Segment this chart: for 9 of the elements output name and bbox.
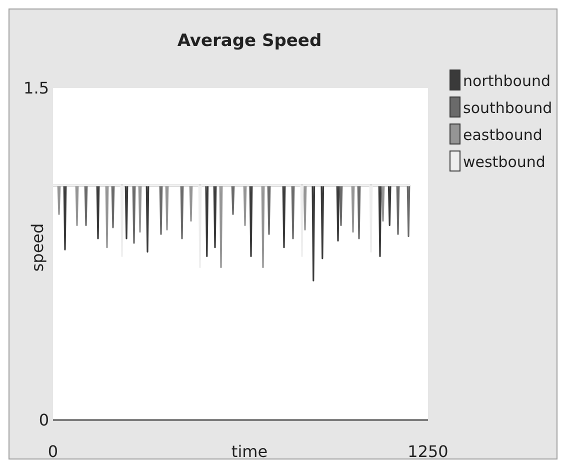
chart-title: Average Speed xyxy=(177,31,322,51)
x-axis-title: time xyxy=(231,442,268,461)
legend-label: westbound xyxy=(463,153,546,171)
legend-label: southbound xyxy=(463,99,552,117)
x-tick-label: 1250 xyxy=(408,442,448,461)
y-axis-title: speed xyxy=(28,223,47,272)
y-tick-label: 1.5 xyxy=(24,78,49,98)
legend-label: eastbound xyxy=(463,126,542,144)
legend-label: northbound xyxy=(463,72,550,90)
